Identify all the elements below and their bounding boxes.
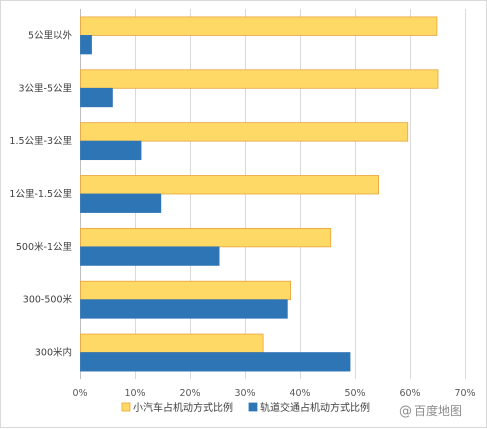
category-label: 1公里-1.5公里 (9, 189, 72, 200)
bar-car-share (80, 280, 292, 301)
category-labels: 5公里以外 3公里-5公里 1.5公里-3公里 1公里-1.5公里 500米-1公里 30… (9, 29, 72, 358)
legend-label: 轨道交通占机动方式比例 (260, 401, 370, 414)
x-tick-label: 30% (234, 388, 255, 399)
x-tick-label: 60% (399, 388, 420, 399)
category-label: 5公里以外 (28, 29, 73, 41)
x-tick-label: 0% (72, 388, 87, 399)
category-label: 300-500米 (23, 294, 73, 306)
bar-rail-share (80, 193, 162, 213)
bar-car-share (80, 16, 438, 36)
bar-rail-share (80, 299, 288, 319)
bars (80, 16, 439, 372)
legend-swatch (248, 402, 258, 412)
x-tick-label: 10% (124, 388, 145, 399)
bar-rail-share (80, 246, 220, 266)
tick-labels: 0% 10% 20% 30% 40% 50% 60% 70% (72, 388, 475, 399)
legend-label: 小汽车占机动方式比例 (133, 401, 233, 414)
category-label: 3公里-5公里 (18, 83, 72, 94)
bar-car-share (80, 227, 332, 248)
legend: 小汽车占机动方式比例 轨道交通占机动方式比例 (121, 401, 370, 414)
bar-rail-share (80, 140, 142, 161)
bar-rail-share (80, 35, 92, 55)
bar-car-share (80, 175, 380, 195)
watermark: @ 百度地图 (399, 403, 462, 419)
category-label: 1.5公里-3公里 (9, 136, 72, 147)
bar-rail-share (80, 87, 113, 108)
category-label: 500米-1公里 (16, 241, 72, 253)
category-label: 300米内 (35, 347, 72, 359)
legend-swatch (121, 402, 131, 412)
x-tick-label: 50% (344, 388, 365, 399)
x-tick-label: 70% (454, 388, 475, 399)
bar-car-share (80, 122, 409, 142)
x-tick-label: 40% (289, 388, 310, 399)
x-tick-label: 20% (179, 388, 200, 399)
watermark-label: 百度地图 (414, 403, 462, 418)
bar-car-share (80, 69, 439, 89)
at-sign-icon: @ (399, 404, 412, 419)
bar-rail-share (80, 352, 351, 372)
bar-car-share (80, 333, 264, 353)
